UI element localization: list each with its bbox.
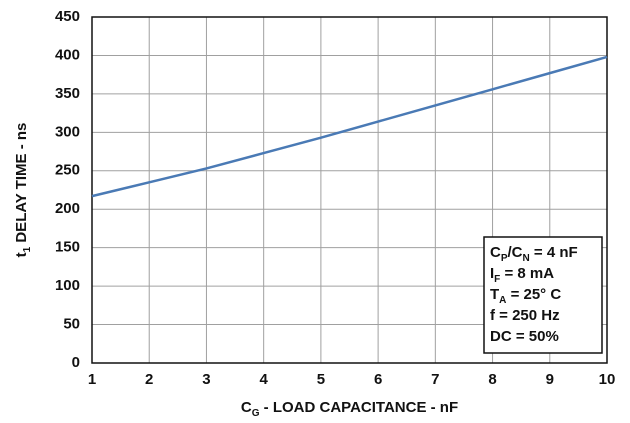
x-tick-label: 5: [317, 371, 325, 388]
text-part: DELAY TIME - ns: [13, 123, 30, 247]
x-axis-label: CG - LOAD CAPACITANCE - nF: [241, 399, 458, 419]
data-line: [91, 55, 608, 198]
x-tick-label: 6: [374, 371, 382, 388]
y-tick-label: 250: [55, 162, 80, 179]
text-part: /C: [508, 244, 523, 261]
annotation-box: [483, 236, 603, 354]
y-tick-label: 350: [55, 85, 80, 102]
text-part: = 4 nF: [530, 244, 578, 261]
subscript: G: [252, 408, 260, 419]
subscript: P: [501, 253, 508, 264]
text-part: t: [13, 252, 30, 257]
x-tick-label: 2: [145, 371, 153, 388]
x-tick-label: 8: [488, 371, 496, 388]
y-tick-label: 0: [72, 354, 80, 371]
text-part: f = 250 Hz: [490, 307, 560, 324]
x-tick-label: 7: [431, 371, 439, 388]
text-part: = 8 mA: [500, 265, 554, 282]
annotation-line: DC = 50%: [490, 328, 559, 345]
annotation-line: f = 250 Hz: [490, 307, 560, 324]
text-part: DC = 50%: [490, 328, 559, 345]
annotation-line: CP/CN = 4 nF: [490, 244, 578, 264]
text-part: I: [490, 265, 494, 282]
plot-frame: [91, 16, 608, 364]
x-tick-label: 10: [599, 371, 616, 388]
y-tick-label: 50: [63, 316, 80, 333]
text-part: C: [490, 244, 501, 261]
y-tick-label: 150: [55, 239, 80, 256]
y-tick-label: 300: [55, 123, 80, 140]
subscript: 1: [22, 246, 33, 252]
x-tick-label: 1: [88, 371, 96, 388]
text-part: = 25° C: [506, 286, 561, 303]
text-part: - LOAD CAPACITANCE - nF: [260, 399, 459, 416]
text-part: T: [490, 286, 499, 303]
y-tick-label: 200: [55, 200, 80, 217]
y-tick-label: 400: [55, 46, 80, 63]
x-tick-label: 4: [259, 371, 268, 388]
annotation-line: TA = 25° C: [490, 286, 561, 306]
x-tick-label: 3: [202, 371, 210, 388]
subscript: F: [494, 274, 500, 285]
x-tick-label: 9: [546, 371, 554, 388]
text-part: C: [241, 399, 252, 416]
subscript: A: [499, 295, 506, 306]
y-axis-label: t1 DELAY TIME - ns: [13, 123, 33, 258]
subscript: N: [523, 253, 530, 264]
y-tick-label: 450: [55, 8, 80, 25]
annotation-line: IF = 8 mA: [490, 265, 554, 285]
y-tick-label: 100: [55, 277, 80, 294]
